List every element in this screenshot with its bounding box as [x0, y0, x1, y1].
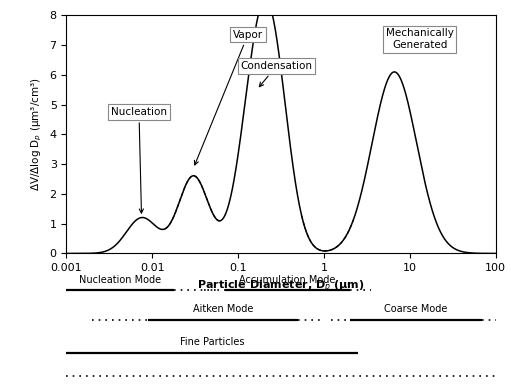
Text: Vapor: Vapor [194, 30, 263, 165]
Text: Condensation: Condensation [241, 61, 313, 87]
X-axis label: Particle Diameter, D$_p$ (μm): Particle Diameter, D$_p$ (μm) [197, 279, 365, 295]
Text: Nucleation Mode: Nucleation Mode [79, 275, 161, 285]
Text: Nucleation: Nucleation [111, 107, 167, 213]
Text: Mechanically
Generated: Mechanically Generated [386, 28, 454, 50]
Text: Accumulation Mode: Accumulation Mode [239, 275, 336, 285]
Text: Aitken Mode: Aitken Mode [193, 305, 253, 314]
Text: Coarse Mode: Coarse Mode [384, 305, 448, 314]
Y-axis label: ΔV/Δlog D$_p$ (μm³/cm³): ΔV/Δlog D$_p$ (μm³/cm³) [30, 78, 44, 191]
Text: Fine Particles: Fine Particles [180, 337, 245, 347]
